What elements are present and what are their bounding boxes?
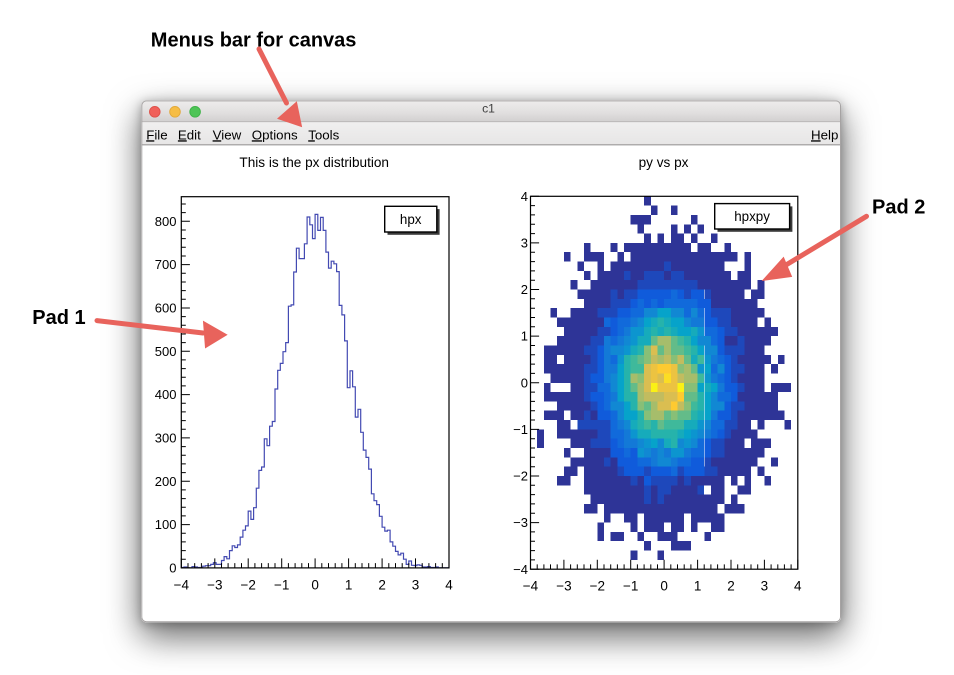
svg-text:−2: −2 <box>513 469 528 484</box>
svg-text:−3: −3 <box>207 578 222 593</box>
svg-text:Pad 2: Pad 2 <box>872 197 925 219</box>
svg-text:100: 100 <box>155 517 177 532</box>
svg-text:−4: −4 <box>174 578 190 593</box>
svg-text:−2: −2 <box>590 579 605 594</box>
svg-text:hpx: hpx <box>400 212 422 227</box>
svg-text:hpxpy: hpxpy <box>734 209 770 224</box>
svg-text:Pad 1: Pad 1 <box>32 307 85 329</box>
svg-text:−3: −3 <box>556 579 571 594</box>
svg-text:1: 1 <box>521 329 528 344</box>
svg-text:500: 500 <box>155 344 177 359</box>
svg-text:800: 800 <box>155 214 177 229</box>
svg-text:−2: −2 <box>240 578 255 593</box>
svg-text:2: 2 <box>378 578 386 593</box>
svg-text:2: 2 <box>521 282 528 297</box>
svg-text:400: 400 <box>155 387 177 402</box>
svg-text:200: 200 <box>155 474 177 489</box>
svg-text:−1: −1 <box>513 422 528 437</box>
svg-text:Menus bar for canvas: Menus bar for canvas <box>151 30 357 52</box>
svg-text:View: View <box>213 127 242 142</box>
svg-text:0: 0 <box>660 579 668 594</box>
svg-text:−3: −3 <box>513 515 528 530</box>
svg-text:0: 0 <box>169 561 176 576</box>
svg-text:Options: Options <box>252 127 298 142</box>
svg-text:2: 2 <box>727 579 735 594</box>
svg-text:1: 1 <box>694 579 702 594</box>
svg-text:0: 0 <box>311 578 319 593</box>
svg-text:300: 300 <box>155 431 177 446</box>
svg-text:600: 600 <box>155 301 177 316</box>
svg-text:−4: −4 <box>523 579 539 594</box>
svg-text:Edit: Edit <box>178 127 201 142</box>
svg-text:−4: −4 <box>513 562 528 577</box>
svg-text:Help: Help <box>811 127 838 142</box>
svg-text:−1: −1 <box>623 579 638 594</box>
svg-text:3: 3 <box>761 579 769 594</box>
svg-text:3: 3 <box>412 578 420 593</box>
svg-text:py vs px: py vs px <box>639 155 689 170</box>
svg-text:1: 1 <box>345 578 353 593</box>
svg-text:3: 3 <box>521 236 528 251</box>
svg-text:File: File <box>146 127 167 142</box>
svg-text:4: 4 <box>445 578 453 593</box>
svg-text:Tools: Tools <box>308 127 339 142</box>
svg-text:700: 700 <box>155 257 177 272</box>
svg-text:−1: −1 <box>274 578 289 593</box>
svg-text:c1: c1 <box>482 101 495 115</box>
svg-text:4: 4 <box>521 189 528 204</box>
svg-text:4: 4 <box>794 579 802 594</box>
svg-text:This is the px distribution: This is the px distribution <box>239 155 389 170</box>
svg-text:0: 0 <box>521 375 528 390</box>
